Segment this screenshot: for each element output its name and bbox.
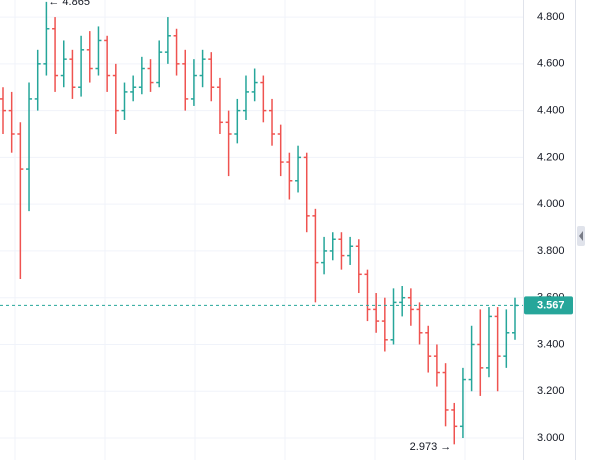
last-price-box [524, 296, 573, 315]
low-annotation: 2.973 → [410, 441, 452, 453]
y-tick-label: 3.000 [537, 432, 565, 444]
time-grid [14, 0, 466, 460]
toggle-arrow [579, 231, 583, 241]
y-tick-label: 4.200 [537, 151, 565, 163]
y-tick-label: 4.600 [537, 58, 565, 70]
high-annotation: ← 4.865 [48, 0, 90, 8]
y-tick-label: 4.400 [537, 105, 565, 117]
y-tick-label: 4.800 [537, 11, 565, 23]
plot: 3.0003.2003.4003.6003.8004.0004.2004.400… [0, 0, 573, 453]
y-tick-label: 4.000 [537, 198, 565, 210]
y-tick-label: 3.200 [537, 385, 565, 397]
y-tick-label: 3.400 [537, 338, 565, 350]
last-price-label: 3.567 [537, 299, 565, 311]
y-tick-label: 3.800 [537, 245, 565, 257]
